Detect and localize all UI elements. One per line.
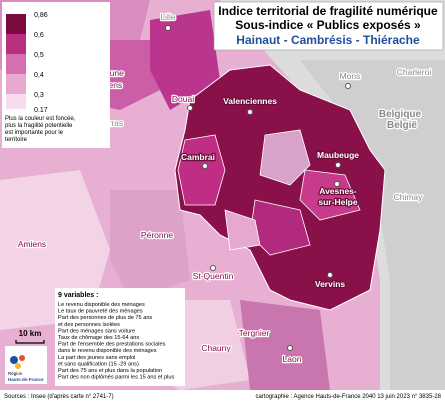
title-line: Sous-indice « Publics exposés » [235,18,421,32]
place-label: Chimay [394,192,424,202]
legend-label: 0,5 [34,52,44,59]
logo: Région Hauts-de-France [5,346,47,384]
variables-box [55,288,185,386]
legend-label: 0,4 [34,72,44,79]
variable-item: Taux de chômage des 15-64 ans [58,335,139,341]
place-label: Vervins [315,279,346,289]
variable-item: et sans qualification (15 -29 ans) [58,361,139,367]
place-label: Cambrai [181,152,215,162]
variable-item: Part des ménages sans voiture [58,328,135,334]
scale-bar: 10 km [15,329,45,344]
legend-note-line: plus la fragilité potentielle [5,123,73,129]
place-label: Belgique [379,109,422,120]
legend-note-box [2,112,110,148]
place-label: België [387,120,417,131]
legend-note: Plus la couleur est foncée,plus la fragi… [5,116,76,143]
towns [165,25,351,351]
place-label: Douai [172,94,194,104]
title-line: Hainaut - Cambrésis - Thiérache [236,33,420,47]
place-label: Valenciennes [223,96,277,106]
variable-item: Le revenu disponible des ménages [58,302,145,308]
legend-label: 0,17 [34,107,48,114]
variable-item: Part de l'ensemble des prestations socia… [58,342,166,348]
legend: 0,86 0,6 0,5 0,4 0,3 0,17 [2,2,110,120]
footer-credit: cartographie : Agence Hauts-de-France 20… [255,394,441,400]
variable-item: Part des non diplômés parmi les 15 ans e… [58,375,174,381]
place-label: Maubeuge [317,150,359,160]
place-label: Chauny [201,343,231,353]
place-label: sur-Helpe [318,197,357,207]
variable-item: dans le revenu disponible des ménages [58,348,157,354]
legend-note-line: est importante pour le [5,130,64,136]
legend-label: 0,6 [34,32,44,39]
place-label: St-Quentin [193,271,234,281]
logo-text: Hauts-de-France [8,377,44,382]
place-label: Tergnier [239,328,270,338]
variable-item: Le taux de pauvreté des ménages [58,309,143,315]
variable-item: Part des 75 ans et plus dans la populati… [58,368,162,374]
place-label: Avesnes- [319,186,357,196]
legend-label: 0,86 [34,12,48,19]
place-labels: LilleBéthuneLensDouaiArrasValenciennesMa… [17,11,433,366]
place-label: Lille [160,12,175,22]
variable-item: et des personnes isolées [58,322,120,328]
title-box: Indice territorial de fragilité numériqu… [213,1,444,51]
place-label: Laon [283,354,302,364]
study-area [174,64,386,311]
title-line: Indice territorial de fragilité numériqu… [218,4,438,18]
variable-item: Part des personnes de plus de 75 ans [58,315,152,321]
variable-item: La part des jeunes sans emploi [58,355,135,361]
variables: 9 variables : Le revenu disponible des mé… [58,292,174,381]
place-label: Charleroi [397,67,432,77]
variables-heading: 9 variables : [58,292,98,299]
logo-text: Région [8,371,23,376]
place-label: Péronne [141,230,173,240]
footer-bg [0,390,445,401]
place-label: Amiens [18,239,46,249]
scale-label: 10 km [19,329,42,338]
legend-label: 0,3 [34,92,44,99]
place-label: Mons [340,71,361,81]
legend-note-line: territoire [5,137,28,143]
footer-sources: Sources : Insee (d'après carte n° 2741-7… [4,394,114,400]
legend-note-line: Plus la couleur est foncée, [5,116,76,122]
